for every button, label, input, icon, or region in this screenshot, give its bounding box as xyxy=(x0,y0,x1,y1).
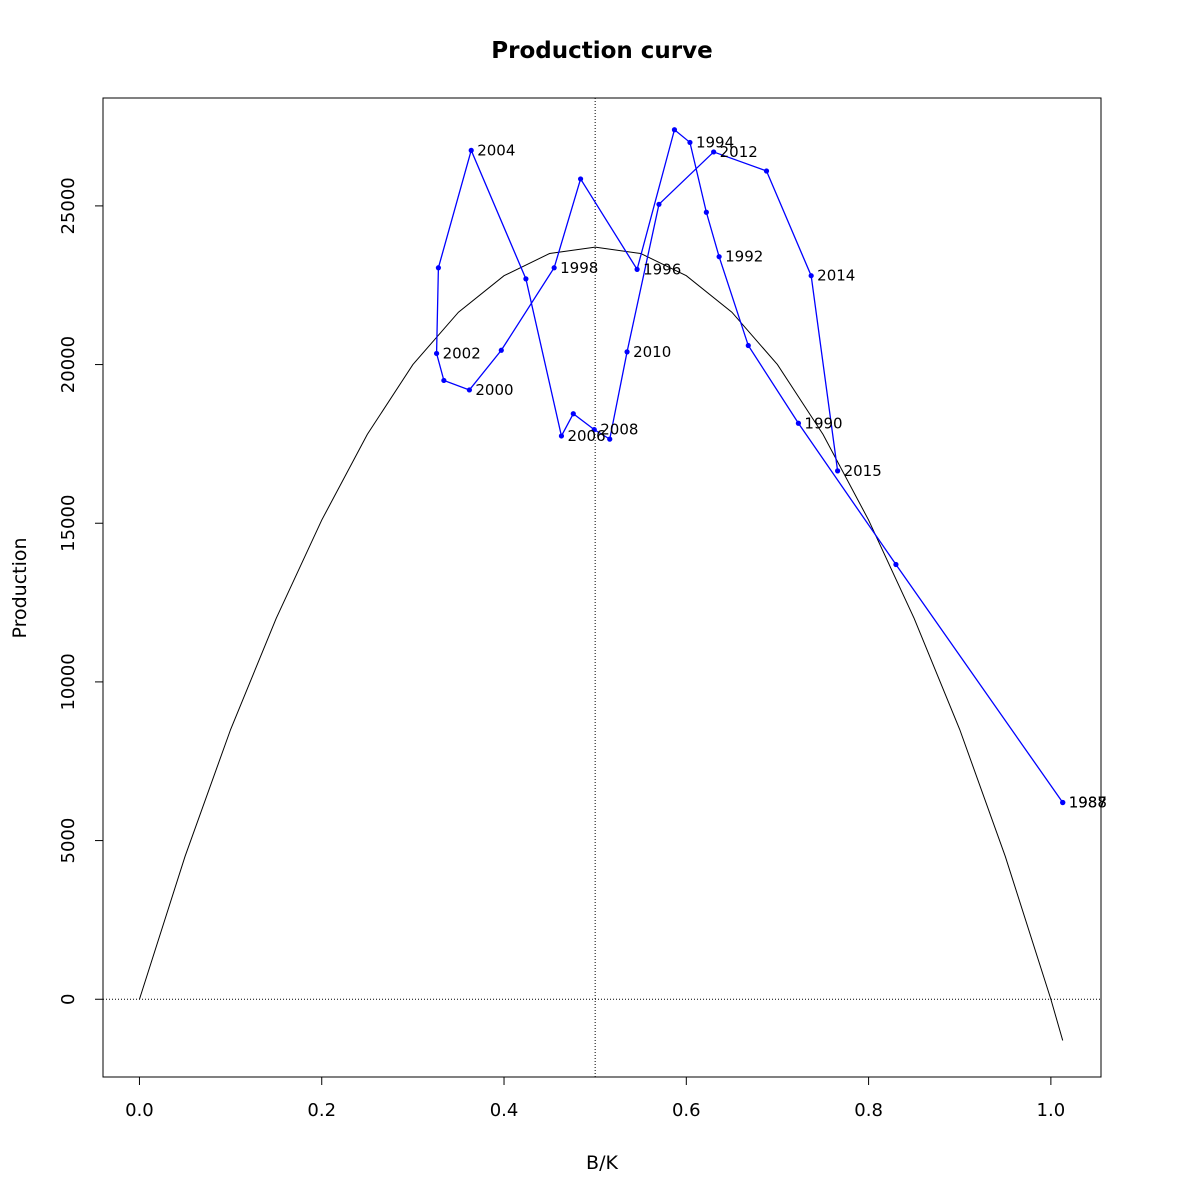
observed-series xyxy=(433,127,1066,806)
y-tick-label: 25000 xyxy=(58,177,79,234)
data-point-2001 xyxy=(441,377,447,384)
x-tick-label: 0.0 xyxy=(125,1100,154,1121)
series-line xyxy=(435,128,1064,803)
point-label-1992: 1992 xyxy=(725,248,763,266)
data-point-1998 xyxy=(551,265,557,271)
data-point-1992 xyxy=(716,254,722,260)
x-axis-label: B/K xyxy=(586,1152,618,1174)
y-tick-label: 20000 xyxy=(58,336,79,393)
data-point-2015 xyxy=(835,468,841,474)
point-label-2002: 2002 xyxy=(443,344,481,362)
data-point-2013 xyxy=(763,168,770,174)
data-point-2006 xyxy=(558,433,565,439)
model-curve xyxy=(138,246,1064,1041)
point-label-1996: 1996 xyxy=(643,260,681,278)
y-tick-label: 15000 xyxy=(58,495,79,552)
point-label-2006: 2006 xyxy=(567,427,605,445)
data-point-1989 xyxy=(893,561,899,568)
data-point-1991 xyxy=(745,342,751,349)
data-point-2004 xyxy=(468,147,474,153)
data-point-1988 xyxy=(1060,799,1066,806)
data-point-2011 xyxy=(656,201,662,207)
data-point-2005 xyxy=(523,276,529,282)
data-point-1993 xyxy=(703,209,709,215)
point-label-2004: 2004 xyxy=(477,141,515,159)
point-label-2015: 2015 xyxy=(844,462,882,480)
data-point-2007 xyxy=(570,411,576,417)
data-point-2012 xyxy=(711,149,717,155)
point-label-2008: 2008 xyxy=(600,421,638,439)
data-point-2002 xyxy=(433,350,440,357)
point-label-2010: 2010 xyxy=(633,343,671,361)
x-tick-label: 0.8 xyxy=(854,1100,883,1121)
point-label-1990: 1990 xyxy=(804,414,842,432)
x-tick-label: 0.6 xyxy=(672,1100,701,1121)
point-label-2014: 2014 xyxy=(817,267,855,285)
reference-lines xyxy=(103,98,1101,1077)
y-axis-label: Production xyxy=(9,537,31,638)
curve-line xyxy=(138,246,1064,1041)
point-label-2000: 2000 xyxy=(475,381,513,399)
data-point-1995 xyxy=(671,127,678,133)
point-label-1998: 1998 xyxy=(560,259,598,277)
data-point-2003 xyxy=(435,265,442,271)
x-tick-label: 1.0 xyxy=(1037,1100,1066,1121)
y-tick-label: 0 xyxy=(58,994,79,1005)
y-axis: 0 5000 10000 15000 20000 25000 xyxy=(58,177,104,1005)
data-point-2010 xyxy=(624,349,630,355)
data-point-2000 xyxy=(466,387,472,393)
data-point-1996 xyxy=(634,266,640,272)
data-point-1990 xyxy=(795,420,802,426)
point-label-1994: 1994 xyxy=(696,133,734,151)
chart-title: Production curve xyxy=(491,38,712,64)
x-tick-label: 0.2 xyxy=(307,1100,336,1121)
point-label-2012: 2012 xyxy=(720,143,758,161)
point-label-1987: 1987 xyxy=(1069,793,1107,811)
point-label-1988: 1988 xyxy=(1069,793,1107,811)
data-point-1994 xyxy=(687,139,693,146)
data-point-1997 xyxy=(577,176,584,182)
data-point-1999 xyxy=(498,347,504,353)
data-point-2008 xyxy=(591,427,597,433)
data-point-2014 xyxy=(808,273,814,279)
x-axis: 0.0 0.2 0.4 0.6 0.8 1.0 xyxy=(125,1076,1066,1121)
y-tick-label: 10000 xyxy=(58,653,79,710)
x-tick-label: 0.4 xyxy=(490,1100,519,1121)
y-tick-label: 5000 xyxy=(58,818,79,864)
data-point-2009 xyxy=(607,436,613,442)
